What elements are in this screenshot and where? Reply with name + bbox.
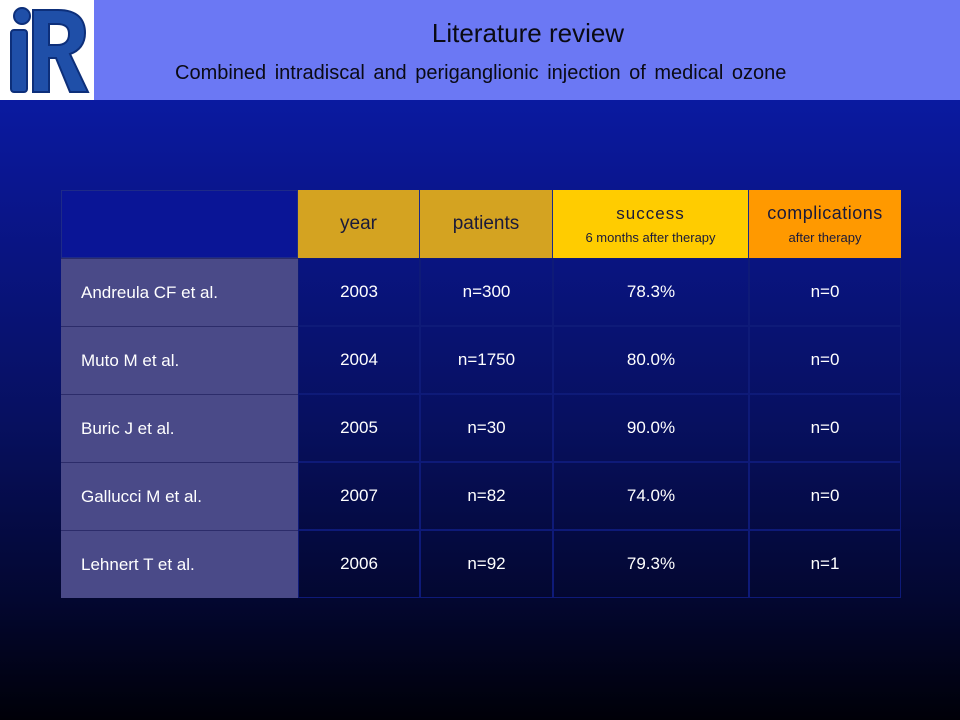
year-cell: 2003 [298, 258, 420, 326]
ir-logo-icon [10, 7, 90, 93]
page-title: Literature review [431, 18, 625, 48]
page-subtitle: Combined intradiscal and periganglionic … [175, 62, 787, 84]
column-header-sublabel: after therapy [788, 230, 862, 245]
year-cell: 2006 [298, 530, 420, 598]
author-cell: Muto M et al. [61, 326, 298, 394]
complications-cell: n=0 [749, 394, 901, 462]
complications-cell: n=1 [749, 530, 901, 598]
column-header-label: success [616, 203, 685, 223]
complications-cell: n=0 [749, 258, 901, 326]
patients-cell: n=92 [420, 530, 553, 598]
header-bar: Literature review Combined intradiscal a… [0, 0, 960, 100]
year-cell: 2005 [298, 394, 420, 462]
success-cell: 74.0% [553, 462, 749, 530]
logo [0, 0, 94, 100]
column-header-label: patients [452, 213, 520, 234]
column-header-label: year [340, 213, 377, 234]
year-cell: 2004 [298, 326, 420, 394]
year-cell: 2007 [298, 462, 420, 530]
patients-cell: n=300 [420, 258, 553, 326]
column-header-success: success 6 months after therapy [553, 190, 749, 258]
column-header-label: complications [767, 203, 883, 223]
column-header-year: year [298, 190, 420, 258]
complications-cell: n=0 [749, 326, 901, 394]
success-cell: 90.0% [553, 394, 749, 462]
success-cell: 79.3% [553, 530, 749, 598]
patients-cell: n=30 [420, 394, 553, 462]
column-header-sublabel: 6 months after therapy [585, 229, 716, 245]
author-cell: Gallucci M et al. [61, 462, 298, 530]
column-header-patients: patients [420, 190, 553, 258]
column-header-complications: complications after therapy [749, 190, 901, 258]
author-cell: Andreula CF et al. [61, 258, 298, 326]
author-cell: Buric J et al. [61, 394, 298, 462]
patients-cell: n=82 [420, 462, 553, 530]
complications-cell: n=0 [749, 462, 901, 530]
success-cell: 78.3% [553, 258, 749, 326]
patients-cell: n=1750 [420, 326, 553, 394]
author-cell: Lehnert T et al. [61, 530, 298, 598]
header-blank-cell [61, 190, 298, 258]
success-cell: 80.0% [553, 326, 749, 394]
